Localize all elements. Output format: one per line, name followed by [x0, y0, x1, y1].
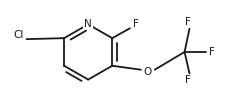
Text: Cl: Cl — [13, 30, 24, 40]
Text: F: F — [184, 17, 190, 27]
Text: F: F — [209, 47, 214, 57]
Text: F: F — [132, 19, 138, 29]
Text: O: O — [143, 67, 151, 77]
Text: N: N — [84, 19, 92, 29]
Text: F: F — [184, 75, 190, 85]
